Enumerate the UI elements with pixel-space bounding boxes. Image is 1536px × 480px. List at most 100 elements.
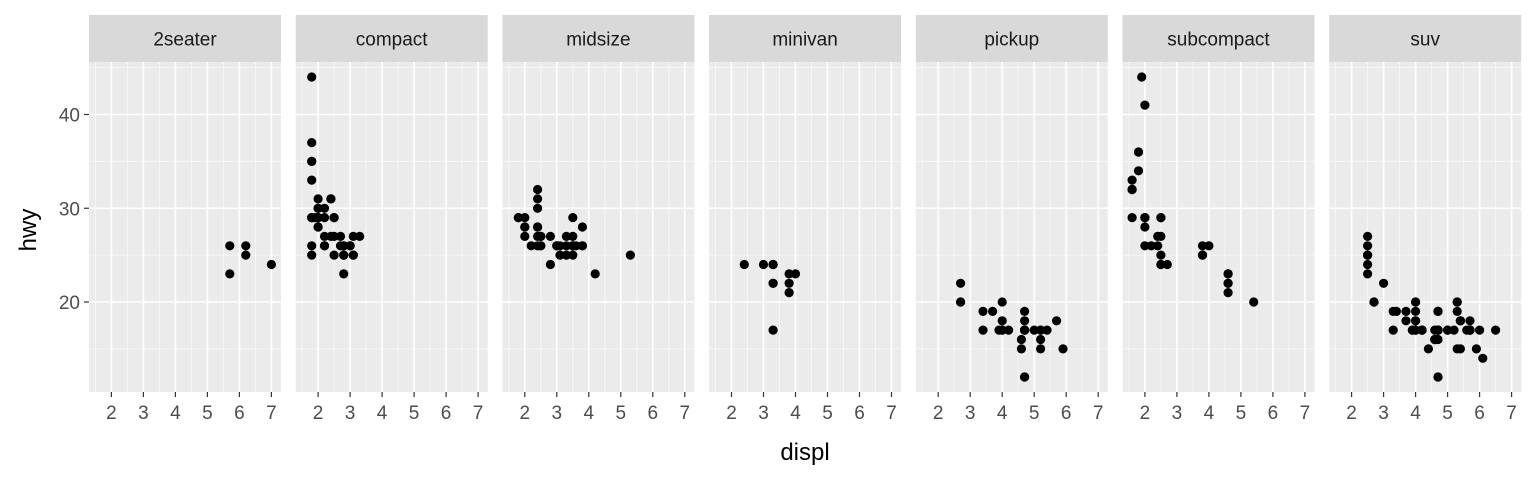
data-point [1433, 325, 1443, 335]
x-tick-label: 5 [409, 403, 420, 424]
data-point [1162, 259, 1172, 270]
data-point [1127, 175, 1137, 185]
data-point [1455, 316, 1465, 326]
data-point [533, 222, 543, 232]
data-point [1478, 353, 1488, 363]
data-point [307, 72, 317, 82]
facet-strip-label: compact [356, 30, 429, 51]
data-point [1363, 231, 1373, 241]
x-tick-label: 6 [1474, 403, 1485, 424]
data-point [1455, 344, 1465, 354]
data-point [577, 222, 588, 232]
data-point [1036, 325, 1046, 335]
x-tick-label: 4 [170, 403, 181, 424]
data-point [1020, 306, 1030, 316]
data-point [329, 250, 339, 260]
panel-background [1122, 62, 1315, 392]
data-point [568, 250, 578, 260]
facet-subcompact: subcompact 2 3 4 5 6 7 [1122, 15, 1315, 424]
panel-background [295, 62, 488, 392]
data-point [1423, 344, 1433, 354]
facet-pickup: pickup 2 3 4 5 6 7 [915, 15, 1108, 424]
data-point [784, 278, 794, 288]
data-point [1042, 325, 1052, 335]
data-point [335, 241, 346, 251]
data-point [590, 269, 600, 279]
x-tick-label: 7 [1300, 403, 1311, 424]
x-tick-label: 7 [1093, 403, 1104, 424]
data-point [997, 316, 1007, 326]
x-axis-title: displ [780, 439, 829, 466]
data-point [768, 259, 778, 270]
data-point [552, 241, 562, 251]
data-point [768, 278, 778, 288]
x-tick-label: 2 [726, 403, 737, 424]
x-tick-label: 2 [933, 403, 944, 424]
data-point [956, 278, 966, 288]
panel-background [89, 62, 281, 392]
data-point [1401, 316, 1411, 326]
data-point [1156, 213, 1166, 223]
data-point [520, 213, 530, 223]
data-point [1471, 344, 1481, 354]
data-point [1363, 250, 1373, 260]
x-tick-label: 6 [441, 403, 452, 424]
x-tick-label: 2 [313, 403, 324, 424]
x-tick-label: 5 [1236, 403, 1247, 424]
x-tick-label: 4 [1204, 403, 1215, 424]
data-point [1411, 297, 1421, 307]
data-point [555, 250, 565, 260]
data-point [313, 194, 323, 204]
data-point [1433, 306, 1443, 316]
data-point [513, 213, 524, 223]
data-point [1433, 334, 1443, 345]
data-point [1388, 325, 1398, 335]
data-point [568, 241, 578, 251]
x-tick-label: 6 [648, 403, 659, 424]
data-point [307, 138, 317, 148]
data-point [1452, 297, 1462, 307]
data-point [1140, 222, 1150, 232]
panel-background [915, 62, 1108, 392]
x-tick-label: 3 [965, 403, 976, 424]
data-point [266, 259, 276, 270]
facet-strip-label: 2seater [153, 30, 217, 51]
data-point [1223, 288, 1233, 298]
data-point [329, 231, 339, 241]
x-tick-label: 7 [1506, 403, 1517, 424]
facet-strip-label: suv [1410, 30, 1440, 51]
data-point [956, 297, 966, 307]
facet-strip-label: subcompact [1167, 30, 1270, 51]
data-point [978, 306, 988, 316]
data-point [1363, 269, 1373, 279]
data-point [790, 269, 801, 279]
x-tick-label: 7 [266, 403, 277, 424]
x-tick-label: 3 [758, 403, 769, 424]
x-tick-label: 2 [1140, 403, 1151, 424]
facet-strip [915, 15, 1108, 62]
x-tick-label: 5 [616, 403, 627, 424]
data-point [319, 213, 330, 223]
x-tick-label: 4 [997, 403, 1008, 424]
facet-strip [502, 15, 695, 62]
data-point [561, 231, 572, 241]
data-point [307, 156, 317, 166]
facet-compact: compact 2 3 4 5 6 7 [295, 15, 488, 424]
data-point [355, 231, 365, 241]
data-point [997, 325, 1007, 335]
y-axis-title: hwy [15, 209, 42, 252]
data-point [768, 325, 778, 335]
data-point [348, 231, 358, 241]
data-point [758, 259, 769, 270]
data-point [568, 213, 578, 223]
data-point [1020, 325, 1030, 335]
facet-suv: suv 2 3 4 5 6 7 [1329, 15, 1522, 424]
data-point [1388, 306, 1398, 316]
x-tick-label: 2 [1346, 403, 1357, 424]
data-point [1016, 334, 1026, 345]
data-point [1462, 325, 1472, 335]
x-tick-label: 5 [822, 403, 833, 424]
facet-strip [295, 15, 488, 62]
data-point [561, 250, 572, 260]
x-tick-label: 5 [1029, 403, 1040, 424]
